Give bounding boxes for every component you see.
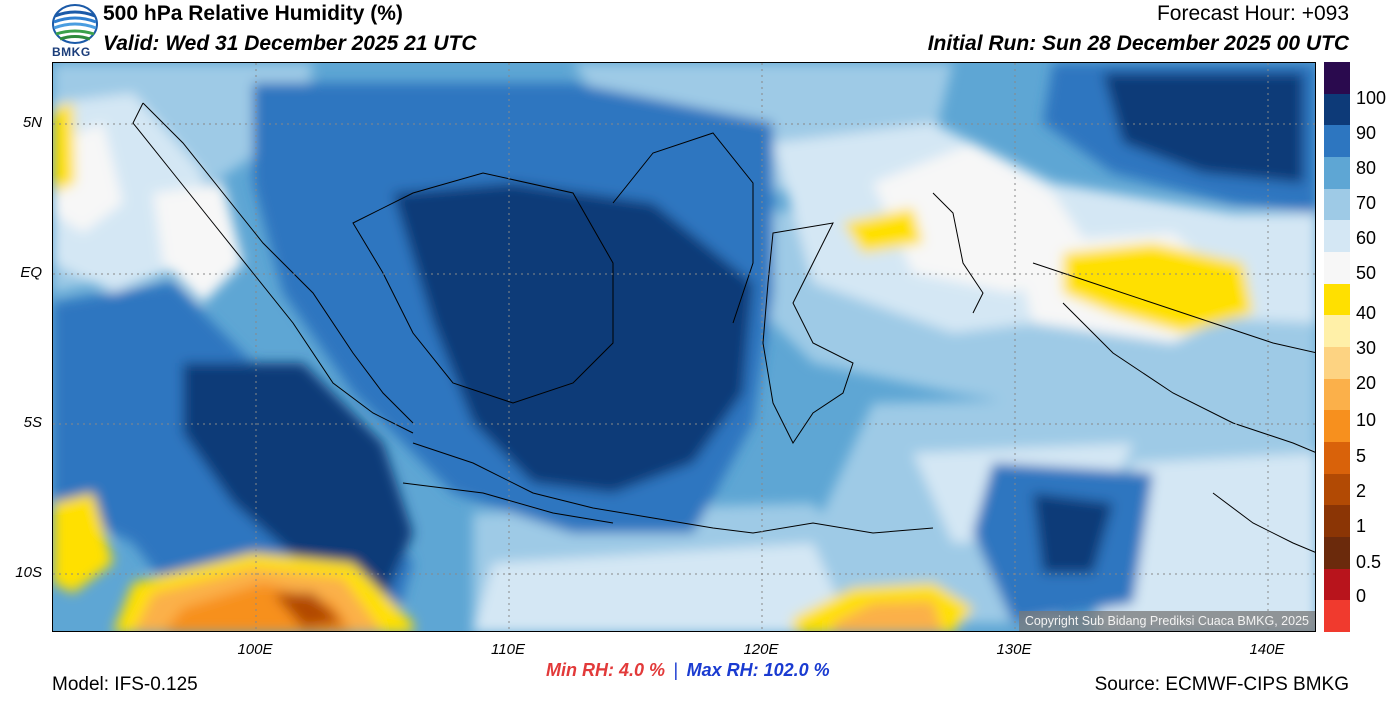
colorbar-segment — [1324, 346, 1350, 379]
colorbar-label: 1 — [1356, 516, 1367, 536]
colorbar-segment — [1324, 536, 1350, 569]
colorbar-segment — [1324, 283, 1350, 316]
logo-text: BMKG — [52, 45, 91, 59]
colorbar — [1324, 62, 1350, 632]
colorbar-segment — [1324, 188, 1350, 221]
colorbar-segment — [1324, 410, 1350, 442]
colorbar-label: 100 — [1356, 88, 1387, 108]
colorbar-label: 20 — [1356, 373, 1377, 393]
colorbar-label: 50 — [1356, 263, 1377, 283]
humidity-map: Copyright Sub Bidang Prediksi Cuaca BMKG… — [52, 62, 1316, 632]
lon-label-140e: 140E — [1249, 641, 1285, 658]
colorbar-segment — [1324, 505, 1350, 537]
colorbar-segment — [1324, 378, 1350, 411]
colorbar-label: 40 — [1356, 303, 1377, 323]
colorbar-segment — [1324, 93, 1350, 126]
lon-label-110e: 110E — [491, 641, 525, 658]
colorbar-label: 90 — [1356, 123, 1377, 143]
colorbar-segment — [1324, 315, 1350, 347]
colorbar-label: 30 — [1356, 338, 1377, 358]
initial-run: Initial Run: Sun 28 December 2025 00 UTC — [927, 32, 1349, 55]
colorbar-label: 70 — [1356, 193, 1377, 213]
lon-label-130e: 130E — [996, 641, 1032, 658]
map-title: 500 hPa Relative Humidity (%) — [103, 2, 403, 25]
lat-label-5s: 5S — [23, 414, 42, 431]
lat-label-eq: EQ — [20, 264, 42, 281]
colorbar-label: 10 — [1356, 410, 1377, 430]
colorbar-label: 60 — [1356, 228, 1377, 248]
colorbar-label: 2 — [1356, 481, 1367, 501]
humidity-field — [53, 63, 1315, 631]
colorbar-label: 5 — [1356, 446, 1367, 466]
max-rh: Max RH: 102.0 % — [686, 660, 830, 680]
lon-label-100e: 100E — [237, 641, 273, 658]
valid-time: Valid: Wed 31 December 2025 21 UTC — [103, 32, 477, 55]
colorbar-segment — [1324, 125, 1350, 157]
data-source: Source: ECMWF-CIPS BMKG — [1094, 674, 1349, 695]
lat-label-5n: 5N — [22, 114, 42, 131]
forecast-hour: Forecast Hour: +093 — [1156, 2, 1349, 25]
colorbar-segment — [1324, 220, 1350, 252]
colorbar-label: 0.5 — [1356, 552, 1382, 572]
rh-separator: | — [673, 660, 679, 680]
bmkg-emblem-icon — [52, 4, 98, 44]
colorbar-segment — [1324, 600, 1350, 632]
graticule — [53, 63, 1315, 631]
min-rh: Min RH: 4.0 % — [546, 660, 666, 680]
colorbar-segment — [1324, 156, 1350, 189]
colorbar-label: 0 — [1356, 586, 1367, 606]
colorbar-label: 80 — [1356, 158, 1377, 178]
colorbar-segment — [1324, 251, 1350, 284]
colorbar-segment — [1324, 473, 1350, 506]
colorbar-segment — [1324, 62, 1350, 94]
rh-extremes: Min RH: 4.0 % | Max RH: 102.0 % — [546, 660, 830, 681]
colorbar-segment — [1324, 568, 1350, 601]
lat-label-10s: 10S — [15, 564, 42, 581]
bmkg-logo: BMKG — [50, 2, 100, 60]
lon-label-120e: 120E — [743, 641, 779, 658]
copyright-notice: Copyright Sub Bidang Prediksi Cuaca BMKG… — [1018, 611, 1315, 631]
colorbar-segment — [1324, 441, 1350, 474]
model-name: Model: IFS-0.125 — [52, 674, 198, 695]
coastlines — [132, 102, 1315, 553]
